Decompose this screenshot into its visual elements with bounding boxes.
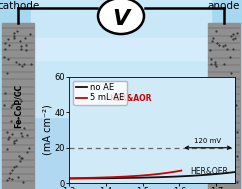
Circle shape	[162, 117, 172, 125]
no AE	[169, 176, 172, 178]
no AE	[218, 173, 221, 175]
Text: V: V	[112, 9, 130, 29]
5 mL AE	[169, 171, 172, 174]
Bar	[0, 0, 242, 110]
Line: no AE: no AE	[69, 172, 235, 179]
5 mL AE	[68, 177, 70, 179]
Bar	[31, 38, 211, 60]
5 mL AE	[136, 175, 139, 177]
no AE	[166, 176, 169, 178]
no AE	[166, 176, 169, 178]
Text: anode: anode	[208, 1, 240, 11]
Text: HER&OER: HER&OER	[190, 167, 228, 176]
no AE	[68, 177, 70, 180]
Bar	[208, 23, 240, 189]
Circle shape	[144, 128, 151, 133]
5 mL AE	[162, 172, 165, 174]
5 mL AE	[134, 175, 137, 177]
Line: 5 mL AE: 5 mL AE	[69, 170, 181, 178]
Legend: no AE, 5 mL AE: no AE, 5 mL AE	[73, 81, 127, 105]
5 mL AE	[68, 177, 71, 179]
Bar	[2, 23, 34, 189]
Text: Fe-CoP/CC: Fe-CoP/CC	[219, 84, 228, 128]
Text: HER&AOR: HER&AOR	[109, 94, 152, 103]
no AE	[233, 171, 236, 173]
no AE	[68, 177, 71, 180]
Y-axis label: (mA cm⁻²): (mA cm⁻²)	[43, 105, 53, 155]
Text: Fe-CoP/CC: Fe-CoP/CC	[14, 84, 23, 128]
Text: 120 mV: 120 mV	[195, 138, 222, 144]
5 mL AE	[134, 175, 137, 177]
Circle shape	[151, 142, 164, 153]
Circle shape	[98, 0, 144, 34]
no AE	[207, 174, 210, 176]
Text: cathode: cathode	[0, 1, 39, 11]
Bar	[31, 0, 211, 117]
5 mL AE	[180, 169, 183, 172]
